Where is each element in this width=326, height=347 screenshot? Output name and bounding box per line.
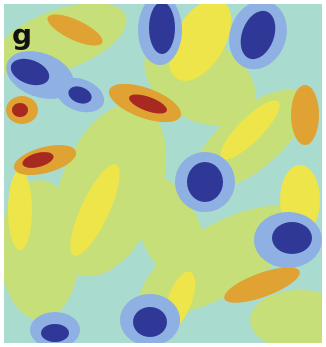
panel-label: g [12,18,32,51]
